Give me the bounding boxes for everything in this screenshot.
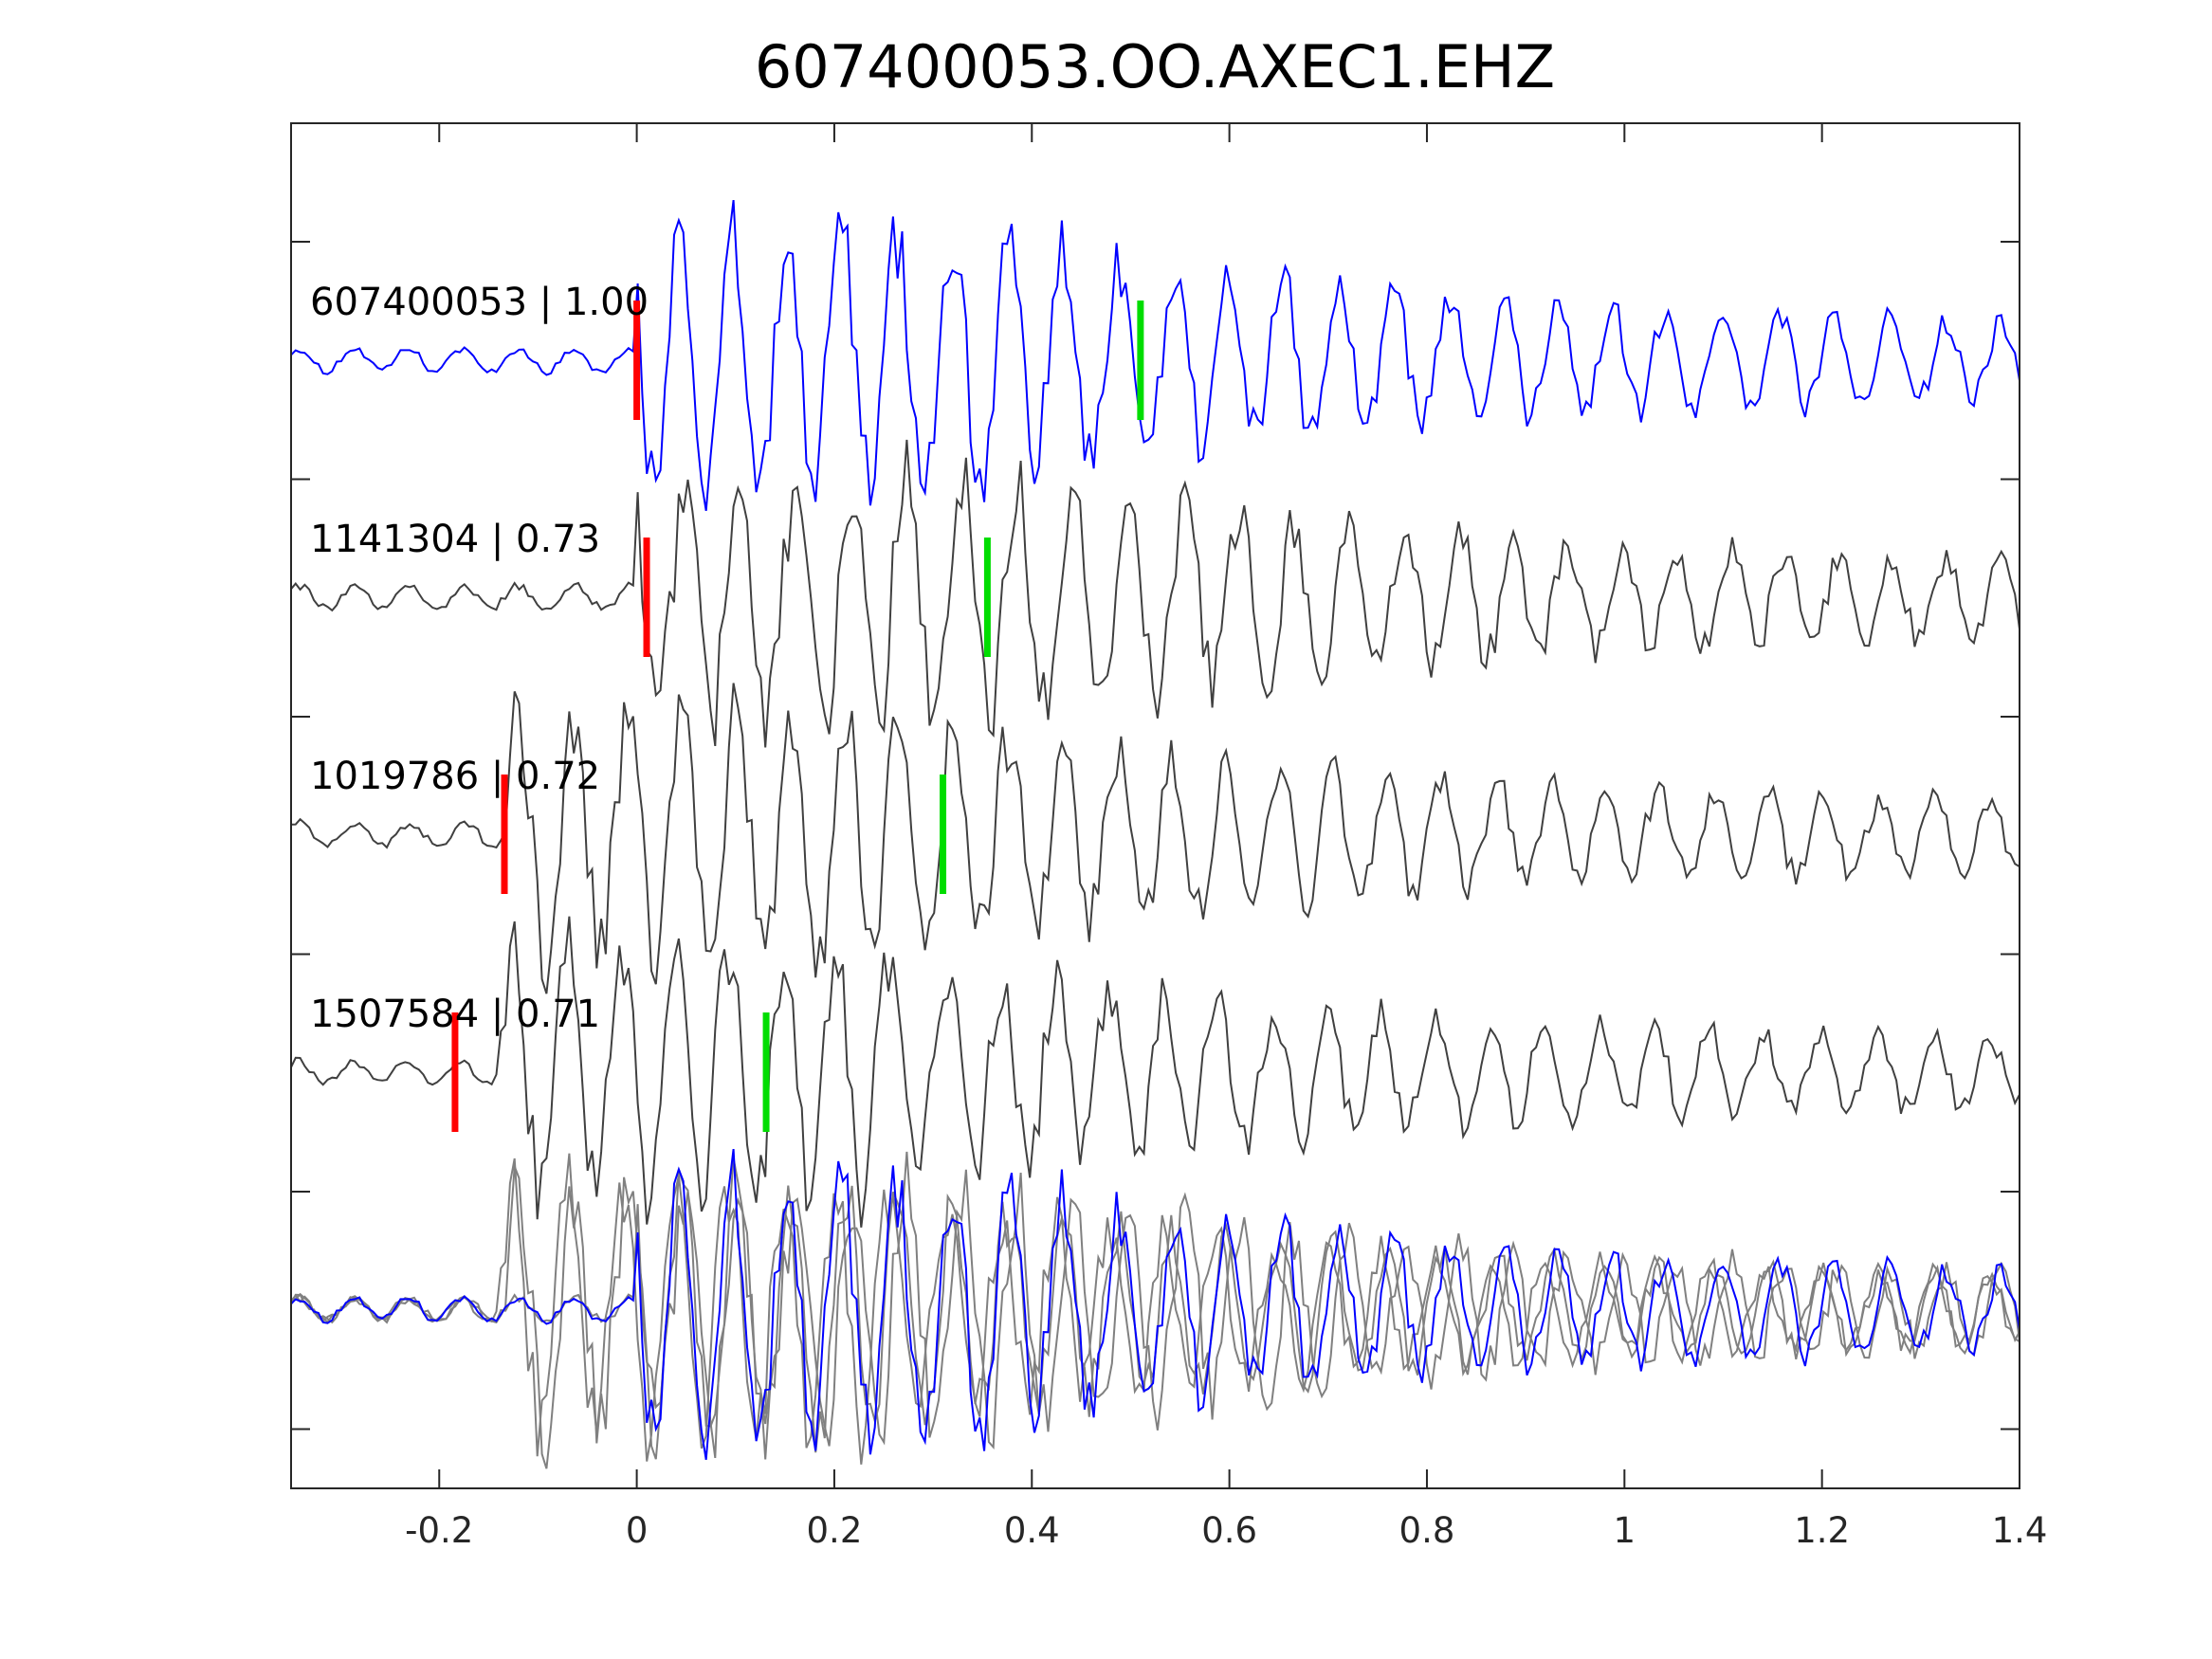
x-tick-label: 1.4 bbox=[1992, 1510, 2048, 1551]
x-tick-label: 0.8 bbox=[1399, 1510, 1455, 1551]
trace-label: 1019786 | 0.72 bbox=[310, 755, 600, 798]
chart-title: 607400053.OO.AXEC1.EHZ bbox=[755, 32, 1555, 101]
trace-label: 1507584 | 0.71 bbox=[310, 993, 600, 1036]
x-tick-label: -0.2 bbox=[405, 1510, 473, 1551]
stack-waveform bbox=[290, 1153, 2020, 1465]
picks-layer bbox=[451, 301, 1144, 1132]
x-tick-label: 0 bbox=[626, 1510, 649, 1551]
x-tick-label: 0.6 bbox=[1201, 1510, 1257, 1551]
trace-waveform bbox=[290, 199, 2020, 511]
x-tick-label: 1.2 bbox=[1794, 1510, 1850, 1551]
traces-layer bbox=[290, 199, 2020, 1469]
axes-box bbox=[290, 122, 2020, 1489]
stack-waveform bbox=[290, 1158, 2020, 1469]
x-tick-label: 0.2 bbox=[807, 1510, 863, 1551]
axes-ticks: -0.2 0 0.2 0.4 0.6 0.8 1 1.2 1.4 bbox=[291, 123, 2047, 1551]
stack-waveform bbox=[290, 1151, 2020, 1460]
trace-waveform bbox=[290, 683, 2020, 994]
stack-waveform-primary bbox=[290, 1148, 2020, 1460]
trace-label: 1141304 | 0.73 bbox=[310, 518, 600, 561]
trace-label: 607400053 | 1.00 bbox=[310, 281, 649, 324]
trace-waveform bbox=[290, 439, 2020, 748]
trace-labels: 607400053 | 1.00 1141304 | 0.73 1019786 | … bbox=[310, 281, 649, 1036]
trace-waveform bbox=[290, 916, 2020, 1228]
x-tick-label: 0.4 bbox=[1004, 1510, 1060, 1551]
x-tick-label: 1 bbox=[1614, 1510, 1636, 1551]
